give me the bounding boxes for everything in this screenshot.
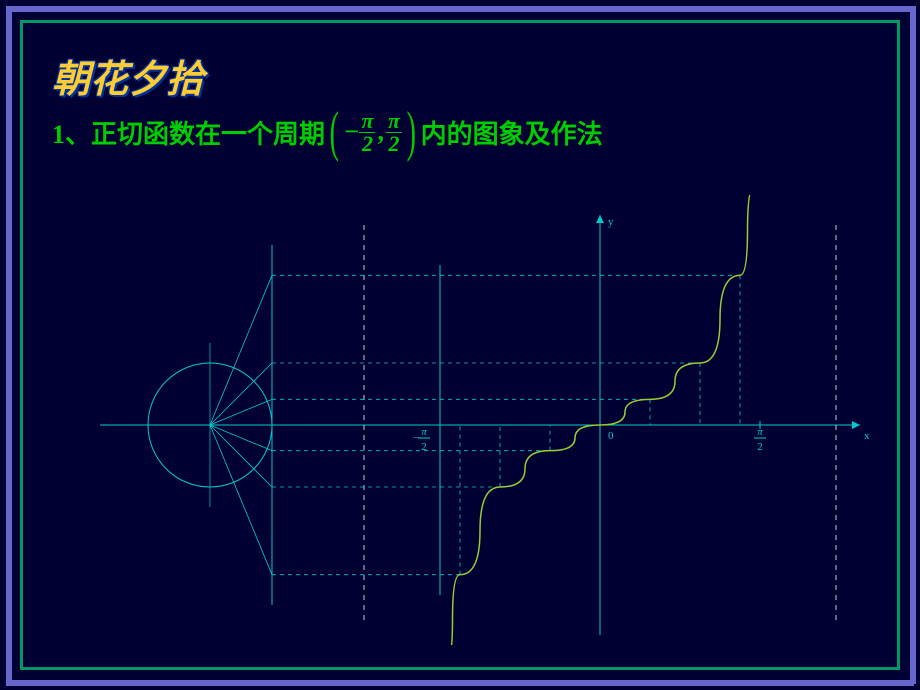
minus-sign: − bbox=[344, 117, 360, 147]
frame-inner-right bbox=[897, 20, 900, 670]
frac-den2: 2 bbox=[386, 133, 401, 155]
slide-subtitle: 1、正切函数在一个周期 ( − π 2 , π 2 ) 内的图象及作法 bbox=[52, 104, 603, 160]
frame-inner-bottom bbox=[20, 667, 900, 670]
svg-text:x: x bbox=[864, 430, 870, 442]
subtitle-suffix: 内的图象及作法 bbox=[421, 114, 603, 151]
frame-outer-left bbox=[6, 6, 12, 684]
title-text: 朝花夕拾 bbox=[52, 59, 204, 101]
svg-text:2: 2 bbox=[421, 441, 427, 453]
frame-outer-top bbox=[6, 6, 914, 12]
left-paren: ( bbox=[330, 104, 339, 160]
svg-text:2: 2 bbox=[757, 441, 763, 453]
frac-den: 2 bbox=[360, 133, 375, 155]
frac-neg-pi-over-2: π 2 bbox=[359, 110, 375, 155]
comma: , bbox=[375, 117, 386, 147]
frame-inner-left bbox=[20, 20, 23, 670]
slide-title: 朝花夕拾 bbox=[52, 48, 204, 103]
right-paren: ) bbox=[407, 104, 416, 160]
frame-inner-top bbox=[20, 20, 900, 23]
frac-num2: π bbox=[386, 110, 402, 133]
frame-outer-right bbox=[910, 6, 916, 684]
svg-text:y: y bbox=[608, 216, 614, 228]
svg-text:π: π bbox=[421, 426, 427, 438]
frac-pi-over-2: π 2 bbox=[386, 110, 402, 155]
frame-outer-bottom bbox=[6, 680, 914, 686]
frac-num: π bbox=[359, 110, 375, 133]
tangent-construction-diagram: 0xy−π2π2 bbox=[80, 195, 880, 645]
svg-text:0: 0 bbox=[608, 430, 614, 442]
subtitle-prefix: 1、正切函数在一个周期 bbox=[52, 114, 325, 151]
